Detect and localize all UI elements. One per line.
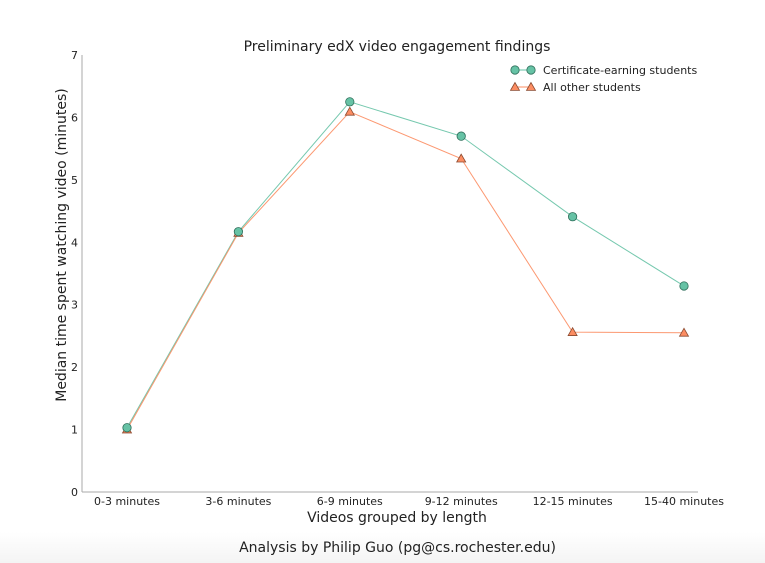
- axes: 0 1 2 3 4 5 6 7 0-3 minutes 3-6 minutes 6-9 minute…: [71, 49, 724, 508]
- x-tick-label: 15-40 minutes: [644, 495, 724, 508]
- data-point-marker: [122, 423, 132, 433]
- legend-marker-icon: [509, 81, 521, 91]
- x-tick-label: 9-12 minutes: [425, 495, 498, 508]
- chart-title: Preliminary edX video engagement finding…: [244, 39, 551, 55]
- legend-marker-icon: [525, 81, 537, 91]
- series-line-1: [126, 111, 685, 430]
- legend-marker-icon: [510, 65, 520, 75]
- data-point-marker: [456, 131, 466, 141]
- data-point-marker: [567, 326, 578, 336]
- footer-band: [0, 532, 765, 563]
- data-point-marker: [345, 97, 355, 107]
- legend-entry-label: All other students: [543, 81, 641, 94]
- x-tick-label: 0-3 minutes: [94, 495, 160, 508]
- y-tick-label: 2: [71, 361, 78, 374]
- y-tick-label: 4: [71, 236, 78, 249]
- y-tick-label: 3: [71, 299, 78, 312]
- y-tick-label: 0: [71, 486, 78, 499]
- x-tick-label: 6-9 minutes: [317, 495, 383, 508]
- y-tick-label: 1: [71, 424, 78, 437]
- data-point-marker: [679, 281, 689, 291]
- y-tick-label: 6: [71, 111, 78, 124]
- y-tick-label: 5: [71, 174, 78, 187]
- data-point-marker: [233, 227, 243, 237]
- data-point-marker: [678, 327, 690, 337]
- legend: Certificate-earning students All other st…: [509, 64, 697, 94]
- legend-entry-label: Certificate-earning students: [543, 64, 697, 77]
- x-tick-label: 12-15 minutes: [533, 495, 613, 508]
- x-axis-label: Videos grouped by length: [307, 510, 487, 526]
- series-line-0: [126, 101, 685, 428]
- data-point-marker: [344, 106, 355, 116]
- data-point-marker: [567, 212, 578, 222]
- data-point-marker: [456, 153, 467, 163]
- x-tick-label: 3-6 minutes: [205, 495, 271, 508]
- legend-marker-icon: [526, 65, 536, 75]
- data-series: [121, 97, 690, 434]
- footer-credit: Analysis by Philip Guo (pg@cs.rochester.…: [239, 540, 556, 556]
- y-axis-label: Median time spent watching video (minute…: [54, 88, 70, 402]
- y-tick-label: 7: [71, 49, 78, 62]
